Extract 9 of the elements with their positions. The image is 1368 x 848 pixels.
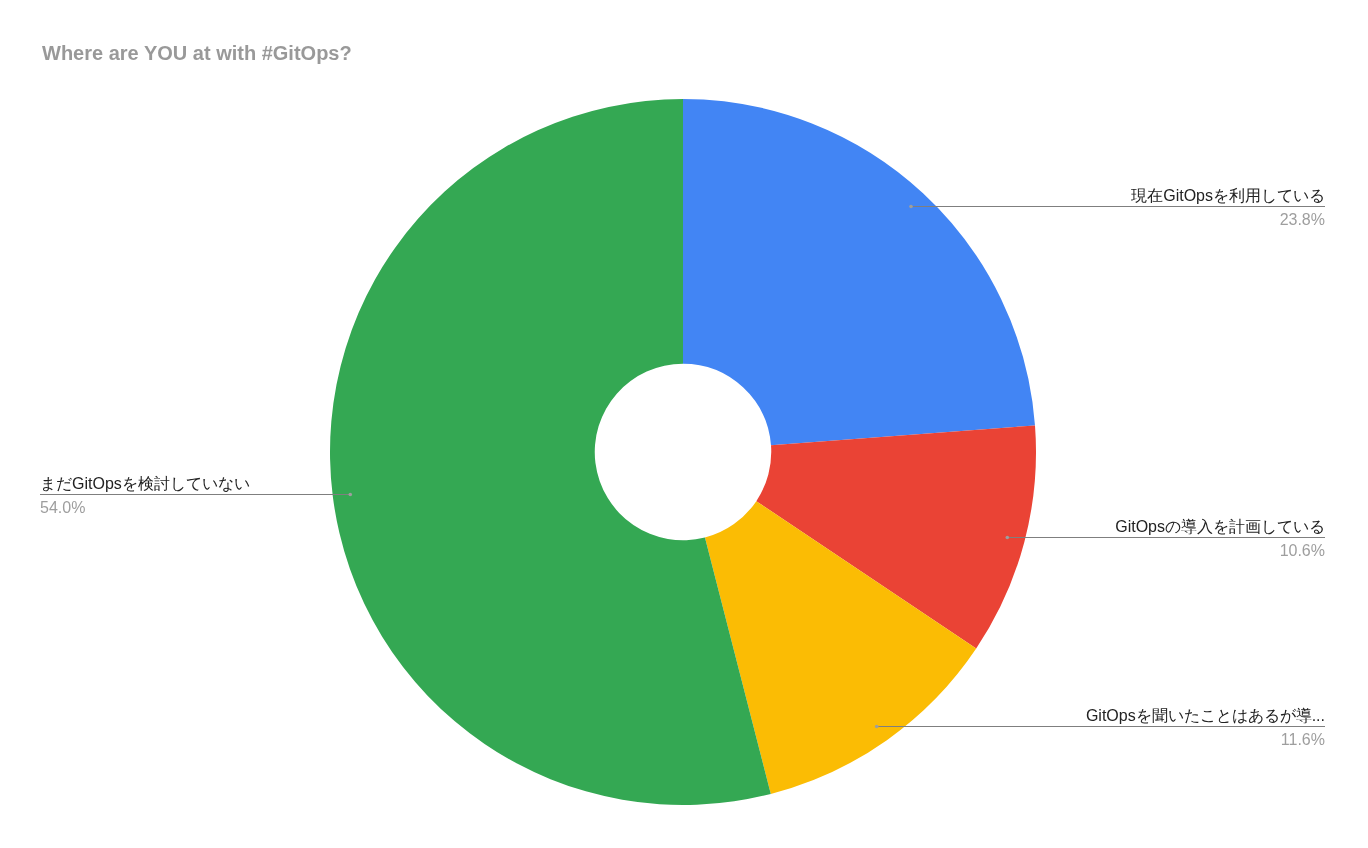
data-label: 10.6% <box>1279 542 1325 559</box>
data-label: 11.6% <box>1280 731 1325 748</box>
data-label: 23.8% <box>1279 211 1325 228</box>
slice-label: 現在GitOpsを利用している <box>1131 187 1325 204</box>
slice-label: GitOpsの導入を計画している <box>1115 518 1325 535</box>
slice-label: まだGitOpsを検討していない <box>40 475 250 492</box>
chart-title: Where are YOU at with #GitOps? <box>42 42 352 65</box>
slice-label: GitOpsを聞いたことはあるが導... <box>1085 707 1325 724</box>
data-label: 54.0% <box>40 499 86 516</box>
